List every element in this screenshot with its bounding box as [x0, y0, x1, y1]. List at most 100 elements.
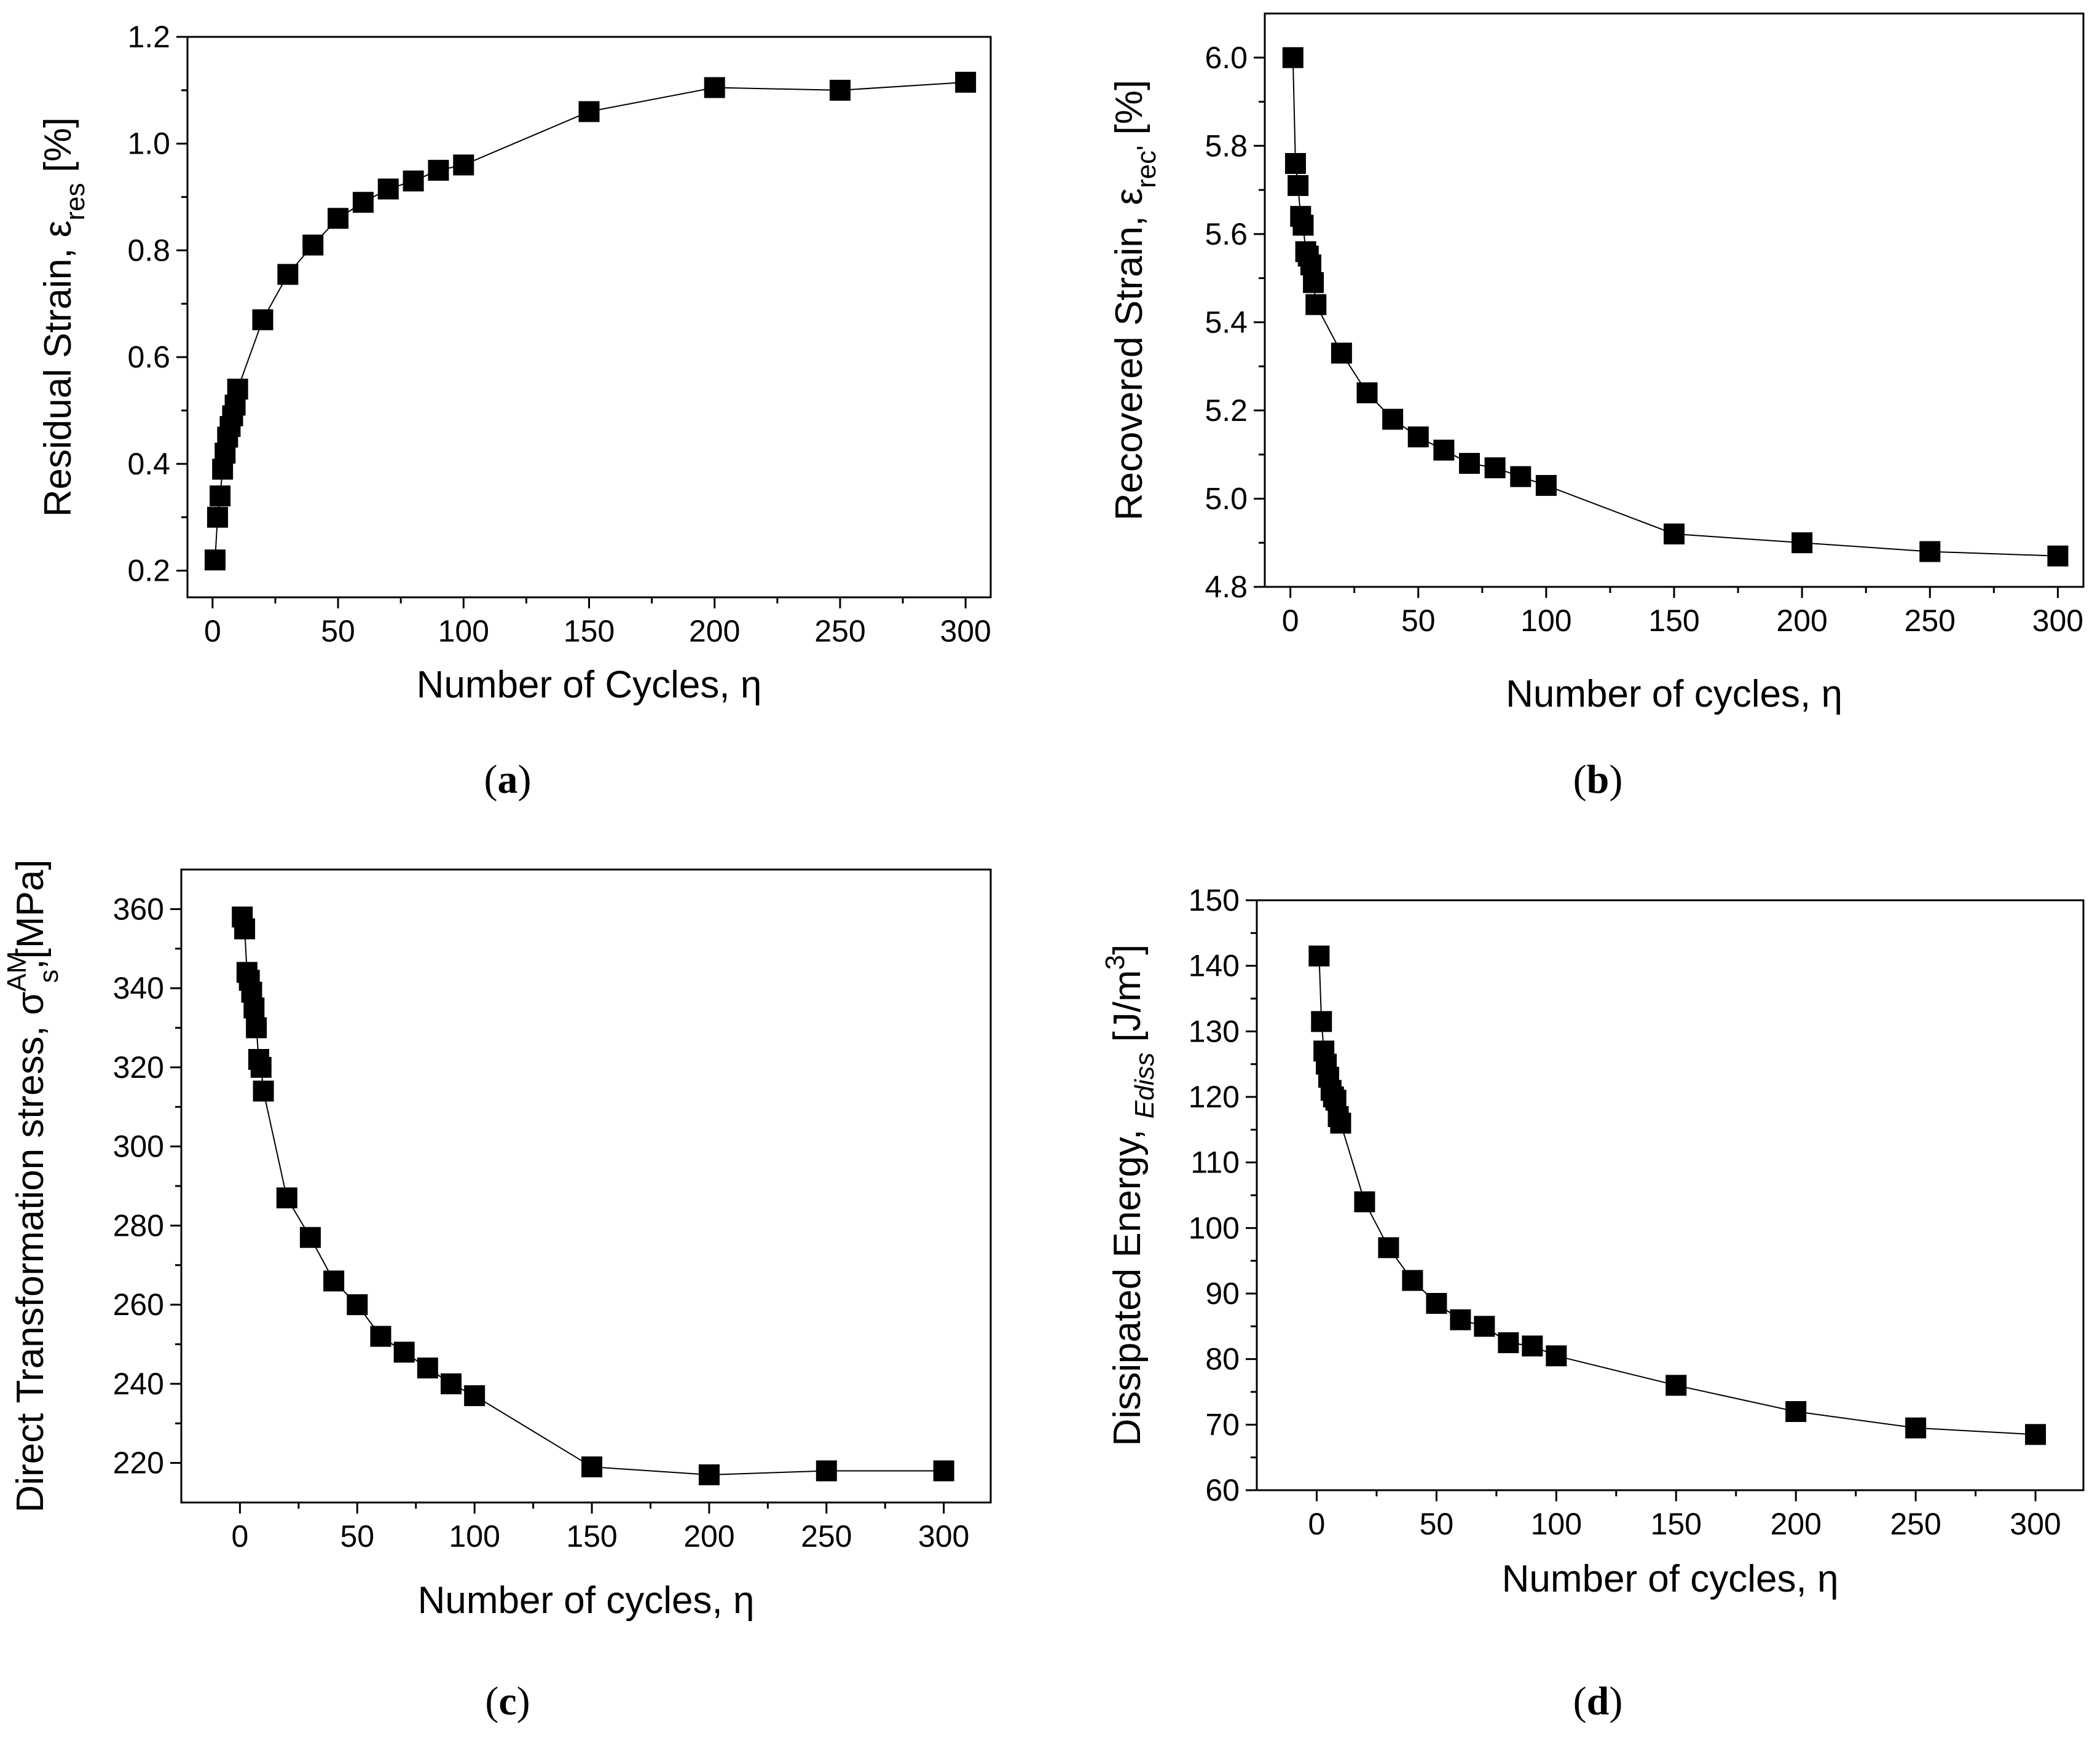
- y-tick-label: 240: [113, 1367, 164, 1401]
- y-tick-label: 0.2: [127, 554, 170, 588]
- caption-letter: a: [498, 757, 518, 802]
- x-tick-label: 300: [918, 1519, 969, 1553]
- data-point: [1356, 382, 1378, 404]
- caption-letter: b: [1587, 757, 1610, 802]
- data-point: [227, 379, 248, 400]
- series-line: [1318, 956, 2036, 1436]
- y-axis-label-main: Residual Strain, ε: [37, 221, 79, 517]
- data-point: [1382, 409, 1404, 430]
- x-axis-label: Number of cycles, η: [418, 1579, 755, 1622]
- chart-panel-d: 0 50 100 150 200 250 300 60 70 80 90 100 110 120 130 14…: [1100, 883, 2085, 1724]
- data-point: [299, 1227, 321, 1248]
- x-tick-label: 250: [814, 614, 865, 648]
- data-point: [453, 154, 474, 176]
- x-tick-label: 200: [683, 1519, 734, 1553]
- x-tick-label: 250: [1905, 603, 1956, 638]
- data-point: [352, 192, 374, 213]
- y-tick-label: 0.4: [127, 447, 170, 481]
- y-tick-label: 5.8: [1205, 128, 1248, 163]
- panel-caption: (d): [1573, 1679, 1623, 1724]
- data-point: [417, 1357, 438, 1379]
- data-point: [698, 1464, 720, 1485]
- y-tick-label: 60: [1205, 1473, 1240, 1507]
- data-point: [1459, 453, 1480, 474]
- y-axis-label-tail: [%]: [37, 117, 79, 183]
- y-tick-label: 6.0: [1205, 41, 1248, 75]
- x-tick-label: 0: [204, 614, 221, 648]
- plot-frame: [180, 868, 992, 1504]
- data-point: [1433, 439, 1455, 461]
- data-point: [1308, 945, 1330, 967]
- data-point: [1535, 474, 1557, 496]
- data-point: [1330, 1112, 1351, 1134]
- y-tick-label: 5.2: [1205, 393, 1248, 428]
- caption-open-paren: (: [1573, 757, 1587, 802]
- data-point: [1331, 342, 1352, 364]
- x-tick-label: 100: [438, 614, 489, 648]
- x-axis-label: Number of cycles, η: [1506, 673, 1842, 715]
- series-line: [242, 917, 944, 1475]
- data-point: [252, 309, 273, 331]
- y-tick-label: 1.0: [127, 127, 170, 161]
- data-point: [1284, 153, 1306, 175]
- data-point: [816, 1460, 837, 1482]
- x-tick-label: 0: [1308, 1507, 1326, 1541]
- data-point: [464, 1385, 486, 1407]
- x-tick-label: 150: [1651, 1507, 1702, 1541]
- caption-open-paren: (: [485, 1679, 498, 1724]
- y-axis-label-main: Dissipated Energy,: [1106, 1118, 1149, 1446]
- caption-close-paren: ): [1609, 757, 1622, 802]
- data-point: [1905, 1417, 1927, 1439]
- data-point: [243, 997, 265, 1019]
- y-tick-label: 4.8: [1205, 570, 1248, 604]
- data-point: [207, 506, 229, 528]
- chart-panel-a: 0 50 100 150 200 250 300 0.2 0.4 0.6 0.8 1.0 1.2 Numb…: [37, 20, 992, 802]
- x-tick-label: 50: [340, 1519, 374, 1553]
- x-tick-label: 50: [1401, 603, 1436, 638]
- data-point: [277, 264, 299, 285]
- data-point: [250, 1056, 272, 1078]
- data-point: [1450, 1309, 1471, 1330]
- y-axis-label: Dissipated Energy, Ediss [J/m3]: [1100, 945, 1160, 1447]
- caption-close-paren: ): [518, 757, 532, 802]
- caption-close-paren: ): [517, 1679, 530, 1724]
- y-tick-label: 0.6: [127, 340, 170, 374]
- data-point: [1664, 523, 1685, 544]
- y-axis-label-end: ]: [1106, 945, 1149, 955]
- data-point: [955, 71, 977, 93]
- x-tick-label: 50: [321, 614, 355, 648]
- panel-caption: (c): [485, 1679, 530, 1724]
- y-tick-label: 5.4: [1205, 305, 1248, 339]
- y-tick-label: 1.2: [127, 20, 170, 54]
- y-axis-label-sub: res: [60, 183, 90, 221]
- panel-caption: (a): [484, 757, 532, 802]
- data-point: [704, 77, 725, 98]
- y-axis-label-tail: ,[MPa]: [9, 859, 52, 969]
- y-axis-label-sub: rec': [1131, 146, 1162, 189]
- data-point: [1378, 1237, 1399, 1259]
- x-axis-label: Number of cycles, η: [1502, 1558, 1839, 1600]
- y-tick-label: 260: [113, 1287, 164, 1322]
- series-line: [214, 81, 966, 560]
- x-tick-label: 200: [1776, 603, 1827, 638]
- y-axis-label-sub: Ediss: [1130, 1053, 1160, 1119]
- data-point: [1407, 426, 1429, 447]
- y-axis-label-tail: [J/m: [1106, 970, 1149, 1052]
- y-axis-label-main: Recovered Strain, ε: [1108, 188, 1150, 520]
- data-point: [1791, 532, 1813, 554]
- y-axis-label: Residual Strain, εres [%]: [37, 117, 90, 517]
- data-point: [2047, 545, 2069, 567]
- series-line: [1292, 57, 2058, 557]
- data-point: [403, 170, 424, 192]
- data-point: [581, 1456, 603, 1478]
- y-tick-label: 0.8: [127, 233, 170, 267]
- data-point: [933, 1460, 954, 1482]
- data-point: [276, 1187, 297, 1209]
- y-tick-label: 220: [113, 1446, 164, 1480]
- y-axis-label-sup: AM: [2, 951, 32, 992]
- y-axis-label: Recovered Strain, εrec' [%]: [1108, 80, 1162, 520]
- y-tick-label: 360: [113, 892, 164, 926]
- data-point: [1292, 214, 1314, 236]
- y-tick-label: 150: [1189, 883, 1240, 917]
